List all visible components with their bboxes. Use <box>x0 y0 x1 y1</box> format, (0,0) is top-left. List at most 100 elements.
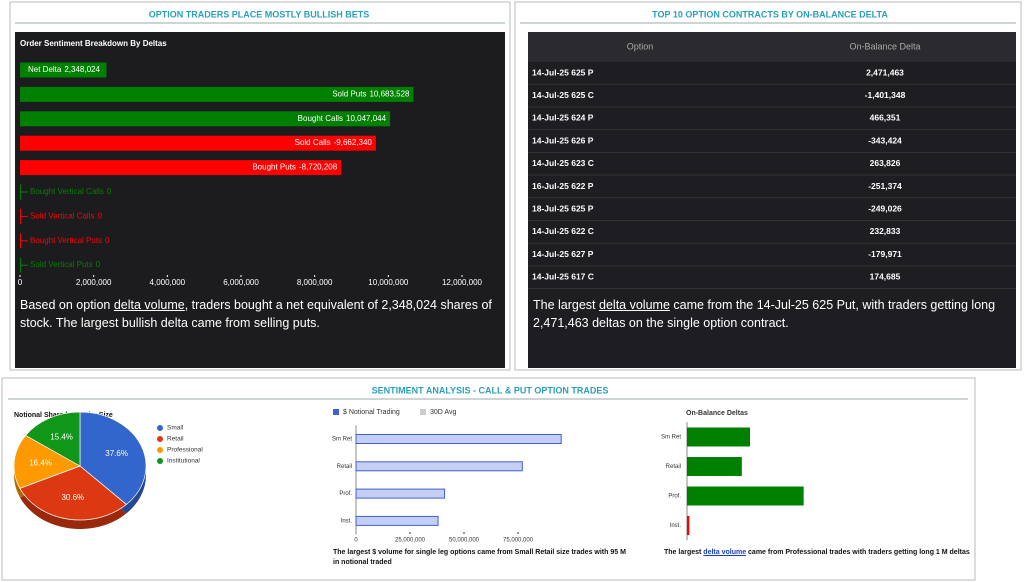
table-cell: -251,374 <box>868 181 902 191</box>
x-tick-label: 50,000,000 <box>449 538 480 544</box>
category: Sold Vertical Puts <box>30 260 93 269</box>
link[interactable]: delta volume <box>703 549 747 556</box>
y-tick-label: Prof. <box>339 491 352 497</box>
bar <box>355 461 523 472</box>
table-cell: 263,826 <box>870 158 901 168</box>
table-cell: -343,424 <box>868 135 902 145</box>
y-tick-label: Prof. <box>668 494 681 500</box>
table-cell: 466,351 <box>870 113 901 123</box>
bar-label: Sold Calls -9,662,340 <box>295 138 373 147</box>
table-cell: 14-Jul-25 623 C <box>532 158 594 168</box>
table-cell: -179,971 <box>868 249 902 259</box>
legend-label: Retail <box>167 436 184 443</box>
note-text: , traders bought a net equivalent of 2,3… <box>20 298 492 330</box>
legend-swatch <box>420 409 426 415</box>
table-cell: 174,685 <box>870 272 901 282</box>
pie-slice <box>19 465 127 521</box>
bar-label: Bought Calls 10,047,044 <box>298 114 387 123</box>
pie-label: 15.4% <box>50 432 73 441</box>
x-tick-label: 0 <box>354 538 358 544</box>
x-tick-label: 6,000,000 <box>223 278 259 287</box>
x-tick-label: 10,000,000 <box>368 278 409 287</box>
note-text: The largest <box>533 298 600 312</box>
y-tick-label: Retail <box>337 464 352 470</box>
legend-label: $ Notional Trading <box>343 409 400 416</box>
x-tick-label: 8,000,000 <box>297 278 333 287</box>
value-label: -8,720,208 <box>299 163 338 172</box>
note-text: The largest $ volume for single leg opti… <box>333 549 626 566</box>
bar <box>20 111 391 127</box>
panel <box>1 377 976 581</box>
category: Sold Puts <box>332 90 366 99</box>
bar-label: Net Delta 2,348,024 <box>28 65 101 74</box>
value-label: 2,348,024 <box>64 65 100 74</box>
legend-label: Institutional <box>167 458 200 465</box>
panel-title: OPTION TRADERS PLACE MOSTLY BULLISH BETS <box>149 9 370 19</box>
value-label: 0 <box>97 212 102 221</box>
table-header: Option <box>627 41 654 51</box>
link[interactable]: delta volume <box>113 298 185 312</box>
table-cell: 14-Jul-25 625 C <box>532 90 594 100</box>
bar <box>20 62 107 78</box>
bar-label: Sold Puts 10,683,528 <box>332 90 410 99</box>
value-label: 10,047,044 <box>346 114 387 123</box>
legend-swatch <box>157 436 163 442</box>
table-cell: 14-Jul-25 624 P <box>532 113 594 123</box>
value-label: -9,662,340 <box>334 138 373 147</box>
legend-swatch <box>157 425 163 431</box>
pie-label: 37.6% <box>105 449 128 458</box>
table-cell: -249,026 <box>868 203 902 213</box>
category: Bought Calls <box>298 114 343 123</box>
bar <box>687 427 750 447</box>
table-cell: 14-Jul-25 617 C <box>532 272 594 282</box>
table-cell: 14-Jul-25 627 P <box>532 249 594 259</box>
panel-title: SENTIMENT ANALYSIS - CALL & PUT OPTION T… <box>372 385 609 395</box>
table-cell: -1,401,348 <box>865 90 906 100</box>
category: Net Delta <box>28 65 62 74</box>
bar <box>687 457 742 476</box>
table-cell: 2,471,463 <box>866 67 904 77</box>
value-label: 0 <box>96 260 101 269</box>
table-cell: 14-Jul-25 622 C <box>532 226 594 236</box>
table-cell: 16-Jul-25 622 P <box>532 181 594 191</box>
category: Sold Calls <box>295 138 331 147</box>
legend-label: Small <box>167 425 184 432</box>
bar <box>355 434 562 444</box>
y-tick-label: Sm Ret <box>661 435 681 441</box>
dark-area <box>528 32 1016 368</box>
legend-swatch <box>333 409 339 415</box>
bar-label: Bought Vertical Calls 0 <box>30 187 112 196</box>
link[interactable]: delta volume <box>599 298 670 312</box>
note: The largest $ volume for single leg opti… <box>333 548 633 568</box>
bar-label: Sold Vertical Calls 0 <box>30 212 102 221</box>
bar-label: Bought Vertical Puts 0 <box>30 236 110 245</box>
note: The largest delta volume came from Profe… <box>664 548 974 558</box>
note: Based on option delta volume, traders bo… <box>20 296 500 332</box>
legend-label: Professional <box>167 447 203 454</box>
x-tick-label: 2,000,000 <box>76 278 112 287</box>
table-cell: 232,833 <box>870 226 901 236</box>
y-tick-label: Retail <box>666 464 681 470</box>
category: Bought Vertical Calls <box>30 187 104 196</box>
x-tick-label: 25,000,000 <box>395 538 426 544</box>
y-tick-label: Inst. <box>341 518 353 524</box>
table-cell: 18-Jul-25 625 P <box>532 203 594 213</box>
category: Bought Vertical Puts <box>30 236 102 245</box>
x-tick-label: 0 <box>18 278 23 287</box>
table-header-bg <box>528 32 1016 62</box>
value-label: 0 <box>107 187 112 196</box>
x-tick-label: 12,000,000 <box>442 278 483 287</box>
pie-slice <box>25 411 81 467</box>
category: Bought Puts <box>252 163 296 172</box>
panel-title: TOP 10 OPTION CONTRACTS BY ON-BALANCE DE… <box>652 9 888 19</box>
legend-swatch <box>157 458 163 464</box>
bar <box>20 86 414 102</box>
bar <box>355 515 439 526</box>
y-tick-label: Inst. <box>670 523 682 529</box>
note-text: came from Professional trades with trade… <box>746 549 970 556</box>
pie-label: 16.4% <box>29 458 52 467</box>
note-text: The largest <box>664 549 704 556</box>
pie-label: 30.6% <box>61 493 84 502</box>
